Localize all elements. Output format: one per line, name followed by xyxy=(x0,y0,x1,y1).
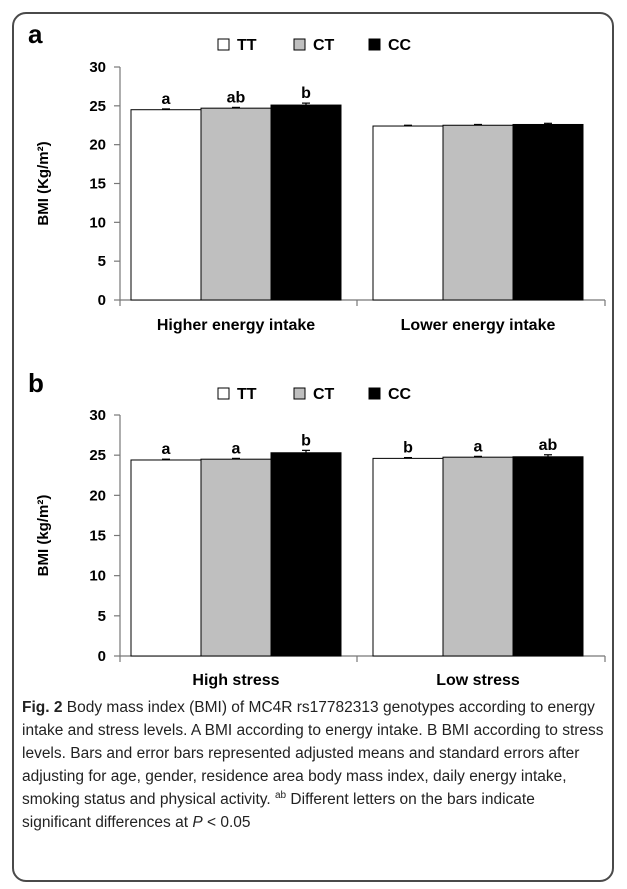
legend-swatch-ct xyxy=(293,38,306,51)
significance-label: ab xyxy=(227,89,246,106)
significance-label: a xyxy=(162,441,171,458)
panel-letter-b: b xyxy=(28,368,44,398)
legend-label-ct: CT xyxy=(313,37,335,54)
y-axis-label: BMI (Kg/m²) xyxy=(35,141,52,225)
y-tick-label: 15 xyxy=(89,176,106,193)
y-tick-label: 30 xyxy=(89,407,106,424)
y-tick-label: 20 xyxy=(89,487,106,504)
significance-label: a xyxy=(162,91,171,108)
y-tick-label: 0 xyxy=(98,648,106,665)
y-tick-label: 20 xyxy=(89,137,106,154)
caption-superscript: ab xyxy=(275,789,287,801)
x-category-label: Higher energy intake xyxy=(157,317,315,334)
legend-label-ct: CT xyxy=(313,386,335,403)
bar-tt-2 xyxy=(372,457,444,657)
y-tick-label: 10 xyxy=(89,214,106,231)
bar-cc-2 xyxy=(512,456,584,657)
y-tick-label: 25 xyxy=(89,98,106,115)
significance-label: b xyxy=(301,432,311,449)
caption-text-2: Different letters on the bars indicate s… xyxy=(22,791,535,831)
legend-swatch-tt xyxy=(217,387,230,400)
legend-label-tt: TT xyxy=(237,37,257,54)
y-tick-label: 15 xyxy=(89,528,106,545)
significance-label: a xyxy=(474,438,483,455)
legend-swatch-tt xyxy=(217,38,230,51)
y-tick-label: 5 xyxy=(98,608,106,625)
caption-p-symbol: P xyxy=(192,814,203,831)
legend-label-cc: CC xyxy=(388,37,412,54)
bar-tt-1 xyxy=(130,109,202,301)
y-tick-label: 10 xyxy=(89,568,106,585)
bar-ct-2 xyxy=(442,124,514,301)
x-category-label: Low stress xyxy=(436,672,520,689)
bar-ct-1 xyxy=(200,458,272,657)
bar-cc-2 xyxy=(512,123,584,301)
y-tick-label: 5 xyxy=(98,253,106,270)
caption-text-3: < 0.05 xyxy=(202,814,251,831)
caption-label: Fig. 2 xyxy=(22,699,63,716)
panel-letter-a: a xyxy=(28,19,43,49)
bar-ct-2 xyxy=(442,456,514,657)
significance-label: a xyxy=(232,440,241,457)
legend-swatch-cc xyxy=(368,387,381,400)
x-category-label: High stress xyxy=(192,672,279,689)
legend-label-tt: TT xyxy=(237,386,257,403)
caption-text-1: Body mass index (BMI) of MC4R rs17782313… xyxy=(22,699,604,808)
legend-label-cc: CC xyxy=(388,386,412,403)
x-category-label: Lower energy intake xyxy=(401,317,556,334)
bar-ct-1 xyxy=(200,107,272,301)
bar-tt-2 xyxy=(372,125,444,301)
significance-label: ab xyxy=(539,437,558,454)
significance-label: b xyxy=(403,440,413,457)
y-tick-label: 30 xyxy=(89,59,106,76)
significance-label: b xyxy=(301,85,311,102)
y-axis-label: BMI (kg/m²) xyxy=(35,495,52,577)
bar-cc-1 xyxy=(270,104,342,301)
bar-cc-1 xyxy=(270,452,342,657)
bar-tt-1 xyxy=(130,459,202,657)
legend-swatch-cc xyxy=(368,38,381,51)
legend-swatch-ct xyxy=(293,387,306,400)
y-tick-label: 0 xyxy=(98,292,106,309)
figure-caption: Fig. 2 Body mass index (BMI) of MC4R rs1… xyxy=(22,696,604,834)
y-tick-label: 25 xyxy=(89,447,106,464)
